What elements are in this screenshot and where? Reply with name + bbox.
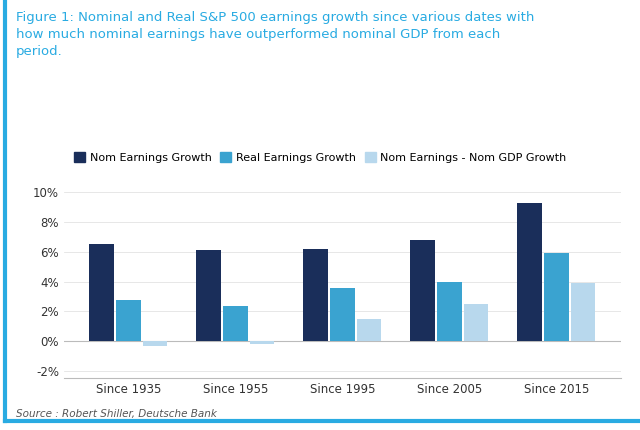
Bar [116, 300, 141, 341]
Bar [437, 282, 461, 341]
Bar [464, 304, 488, 341]
Bar [330, 288, 355, 341]
Bar [90, 244, 114, 341]
Bar [357, 319, 381, 341]
Bar [571, 283, 595, 341]
Bar [517, 203, 542, 341]
Bar [250, 341, 275, 344]
Bar [223, 306, 248, 341]
Text: Figure 1: Nominal and Real S&P 500 earnings growth since various dates with
how : Figure 1: Nominal and Real S&P 500 earni… [16, 11, 534, 58]
Bar [410, 240, 435, 341]
Bar [143, 341, 168, 346]
Bar [544, 253, 569, 341]
Bar [196, 250, 221, 341]
Bar [303, 249, 328, 341]
Text: Source : Robert Shiller, Deutsche Bank: Source : Robert Shiller, Deutsche Bank [16, 409, 217, 419]
Legend: Nom Earnings Growth, Real Earnings Growth, Nom Earnings - Nom GDP Growth: Nom Earnings Growth, Real Earnings Growt… [70, 148, 571, 167]
